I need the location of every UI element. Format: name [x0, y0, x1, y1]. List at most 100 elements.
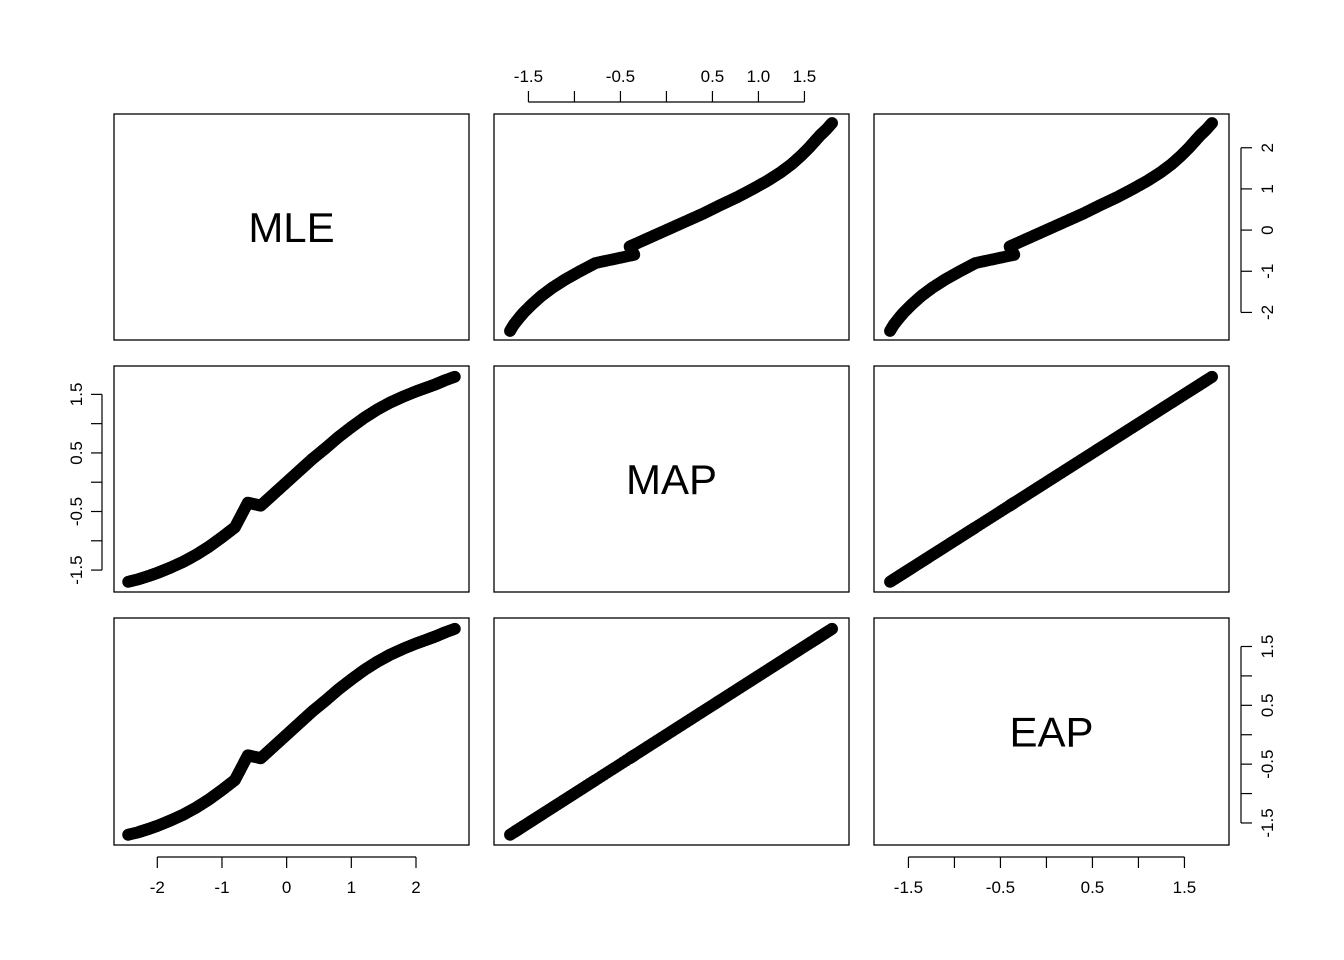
data-point — [888, 319, 899, 330]
data-point — [1207, 118, 1218, 129]
variable-label-mle: MLE — [248, 204, 334, 251]
data-point — [547, 282, 558, 293]
data-point — [385, 397, 396, 408]
data-point — [762, 665, 773, 676]
data-point — [536, 809, 547, 820]
axis-bottom-eap: -1.5 -0.5 0.5 1.5 — [894, 856, 1197, 897]
data-point — [398, 391, 409, 402]
data-point — [732, 192, 743, 203]
data-point — [1094, 200, 1105, 211]
data-point — [590, 258, 601, 269]
data-point — [954, 266, 965, 277]
data-point — [574, 785, 585, 796]
panel-frame — [873, 365, 1230, 593]
data-point — [165, 562, 176, 573]
data-point — [1195, 130, 1206, 141]
data-point — [410, 638, 421, 649]
data-point — [898, 307, 909, 318]
data-point — [178, 809, 189, 820]
data-point — [333, 432, 344, 443]
panel-mle-eap — [873, 113, 1230, 341]
data-point — [359, 412, 370, 423]
data-point — [229, 522, 240, 533]
data-point — [420, 382, 431, 393]
data-point — [560, 794, 571, 805]
data-point — [216, 532, 227, 543]
data-point — [449, 371, 460, 382]
tick-label: 2 — [411, 878, 420, 897]
axis-right-mle: -2 -1 0 1 2 — [1240, 143, 1277, 320]
data-point — [1041, 477, 1052, 488]
data-point — [152, 820, 163, 831]
data-point — [1175, 391, 1186, 402]
tick-label: -1.5 — [514, 67, 543, 86]
data-point — [281, 477, 292, 488]
data-point — [410, 386, 421, 397]
axis-right-eap: -1.5 -0.5 0.5 1.5 — [1240, 635, 1277, 838]
data-point — [795, 643, 806, 654]
data-point — [204, 794, 215, 805]
data-point — [1189, 136, 1200, 147]
data-point — [255, 753, 266, 764]
tick-label: 1 — [1258, 184, 1277, 193]
data-point — [320, 443, 331, 454]
data-point — [916, 290, 927, 301]
data-point — [229, 775, 240, 786]
data-point — [191, 802, 202, 813]
axis-top-map: -1.5 -0.5 0.5 1.0 1.5 — [514, 67, 816, 103]
data-point — [907, 299, 918, 310]
data-point — [440, 375, 451, 386]
data-point — [762, 175, 773, 186]
data-point — [372, 656, 383, 667]
tick-label: 1.5 — [1173, 878, 1197, 897]
data-point — [1112, 192, 1123, 203]
tick-label: 0 — [282, 878, 291, 897]
panel-frame — [113, 113, 470, 341]
tick-label: 0.5 — [1081, 878, 1105, 897]
data-point — [643, 741, 654, 752]
tick-label: 1 — [347, 878, 356, 897]
tick-label: -1 — [1258, 264, 1277, 279]
data-point — [320, 695, 331, 706]
data-point — [268, 741, 279, 752]
data-point — [629, 249, 640, 260]
data-point — [970, 258, 981, 269]
axes-layer: -1.5 -0.5 0.5 1.0 1.5-2-1012-1.5-0.50.51.5-1… — [67, 67, 1277, 897]
data-point — [698, 706, 709, 717]
data-point — [732, 684, 743, 695]
data-point — [440, 627, 451, 638]
data-point — [132, 574, 143, 585]
data-point — [590, 775, 601, 786]
data-point — [714, 200, 725, 211]
data-point — [786, 159, 797, 170]
data-point — [143, 823, 154, 834]
tick-label: -2 — [1258, 305, 1277, 320]
tick-label: -0.5 — [606, 67, 635, 86]
tick-label: -0.5 — [986, 878, 1015, 897]
tick-label: -1.5 — [1258, 808, 1277, 837]
panel-frame — [873, 113, 1230, 341]
data-point — [294, 717, 305, 728]
panel-map-mle — [113, 365, 470, 593]
data-point — [420, 635, 431, 646]
data-point — [294, 465, 305, 476]
data-point — [1175, 150, 1186, 161]
data-point — [1004, 500, 1015, 511]
panel-frame — [113, 365, 470, 593]
tick-label: 0.5 — [1258, 694, 1277, 718]
data-point — [1023, 488, 1034, 499]
data-point — [827, 623, 838, 634]
data-point — [1059, 216, 1070, 227]
panel-frame — [493, 617, 850, 846]
data-point — [809, 136, 820, 147]
data-point — [661, 729, 672, 740]
data-point — [346, 422, 357, 433]
data-point — [430, 379, 441, 390]
data-point — [821, 124, 832, 135]
data-point — [679, 216, 690, 227]
panel-eap-mle — [113, 617, 470, 846]
data-point — [940, 541, 951, 552]
data-point — [547, 802, 558, 813]
data-point — [714, 695, 725, 706]
